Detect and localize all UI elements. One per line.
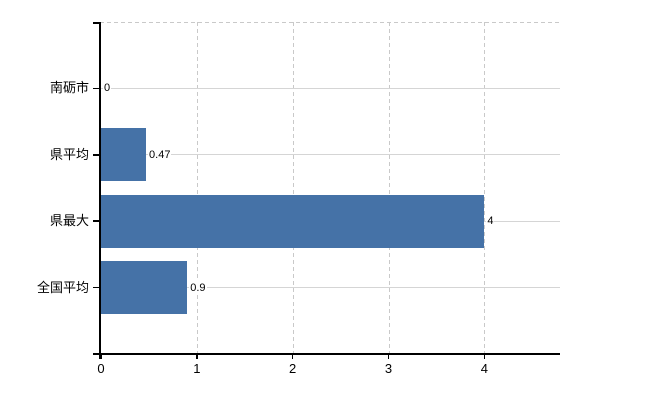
category-label: 南砺市: [49, 80, 89, 96]
x-axis-tick: [483, 354, 486, 359]
plot-top-border: [100, 22, 560, 23]
gridline-horizontal: [100, 287, 560, 289]
gridline-vertical: [292, 22, 294, 353]
bar: [101, 261, 188, 315]
x-axis-tick: [100, 354, 102, 359]
x-axis-tick: [291, 354, 294, 359]
category-label: 県平均: [49, 146, 89, 162]
x-tick-label: 1: [193, 361, 201, 376]
x-tick-label: 4: [480, 361, 488, 376]
y-axis-line: [99, 22, 101, 359]
gridline-vertical: [196, 22, 198, 353]
x-tick-label: 3: [384, 361, 393, 376]
bar: [101, 194, 485, 248]
y-axis-end-tick: [93, 22, 100, 24]
x-axis-tick: [387, 354, 390, 359]
category-label: 全国平均: [36, 279, 89, 295]
x-axis-tick: [196, 354, 198, 359]
gridline-horizontal: [100, 154, 560, 156]
y-axis-tick: [93, 154, 100, 156]
x-tick-label: 0: [97, 361, 105, 376]
bar-value-label: 0: [103, 81, 112, 96]
bar: [101, 128, 147, 182]
bar-value-label: 0.47: [148, 147, 172, 162]
gridline-horizontal: [100, 87, 560, 89]
y-axis-tick: [93, 220, 100, 222]
bar-value-label: 4: [486, 214, 495, 229]
x-axis-line: [93, 352, 560, 355]
category-label: 県最大: [49, 213, 89, 229]
y-axis-tick: [93, 286, 100, 289]
gridline-vertical: [484, 22, 486, 353]
bar-value-label: 0.9: [189, 280, 207, 295]
gridline-vertical: [388, 22, 390, 353]
y-axis-tick: [93, 87, 100, 90]
x-tick-label: 2: [289, 361, 297, 376]
